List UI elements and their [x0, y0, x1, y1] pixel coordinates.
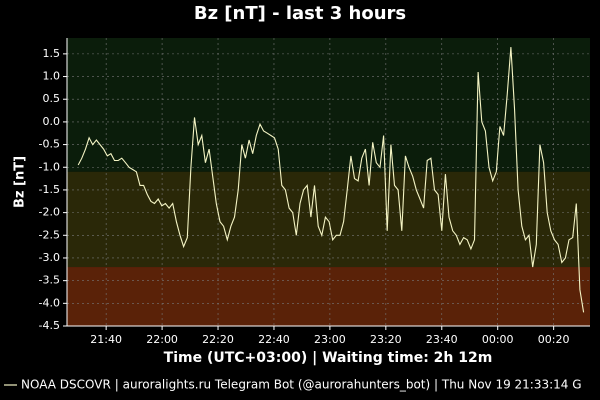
y-tick-label: -4.5 [39, 319, 60, 332]
x-tick-label: 23:00 [314, 333, 346, 346]
x-tick-label: 21:40 [90, 333, 122, 346]
x-tick-label: 00:20 [538, 333, 570, 346]
y-axis-label: Bz [nT] [13, 156, 28, 208]
threshold-band [67, 38, 590, 172]
y-tick-label: -4.0 [39, 296, 60, 309]
y-tick-label: -1.0 [39, 160, 60, 173]
x-tick-label: 23:20 [370, 333, 402, 346]
threshold-band [67, 267, 590, 326]
chart-title: Bz [nT] - last 3 hours [194, 3, 406, 24]
x-axis-label: Time (UTC+03:00) | Waiting time: 2h 12m [164, 350, 493, 366]
y-tick-label: 0.5 [43, 92, 61, 105]
y-tick-label: 1.5 [43, 47, 61, 60]
y-tick-label: -2.5 [39, 228, 60, 241]
footer-text: | auroralights.ru Telegram Bot (@aurorah… [115, 378, 582, 392]
threshold-band [67, 171, 590, 268]
y-tick-label: 0.0 [43, 115, 61, 128]
y-tick-label: -2.0 [39, 206, 60, 219]
legend-label: NOAA DSCOVR [21, 378, 111, 392]
x-tick-label: 23:40 [426, 333, 458, 346]
x-tick-label: 22:40 [258, 333, 290, 346]
y-tick-label: -0.5 [39, 138, 60, 151]
y-tick-label: -3.5 [39, 274, 60, 287]
y-tick-label: 1.0 [43, 70, 61, 83]
y-tick-label: -3.0 [39, 251, 60, 264]
x-tick-label: 00:00 [482, 333, 514, 346]
x-tick-label: 22:00 [146, 333, 178, 346]
y-tick-label: -1.5 [39, 183, 60, 196]
data-line [77, 47, 585, 313]
x-tick-label: 22:20 [202, 333, 234, 346]
